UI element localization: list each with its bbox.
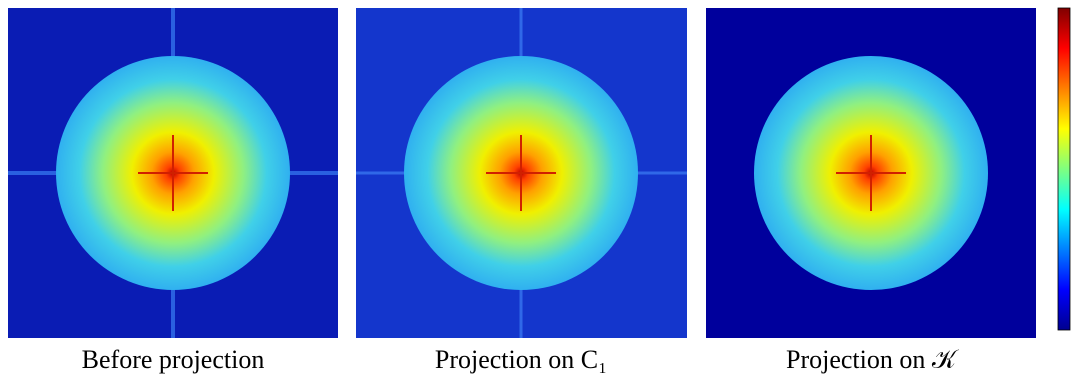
panel-k: Projection on 𝒦 bbox=[706, 8, 1036, 374]
colorbar bbox=[1057, 7, 1071, 331]
caption: Projection on 𝒦 bbox=[786, 345, 960, 374]
caption: Before projection bbox=[82, 345, 265, 374]
panel-before: Before projection bbox=[8, 8, 338, 374]
caption: Projection on C₁ bbox=[435, 345, 607, 374]
panel-c1: Projection on C₁ bbox=[356, 8, 687, 374]
